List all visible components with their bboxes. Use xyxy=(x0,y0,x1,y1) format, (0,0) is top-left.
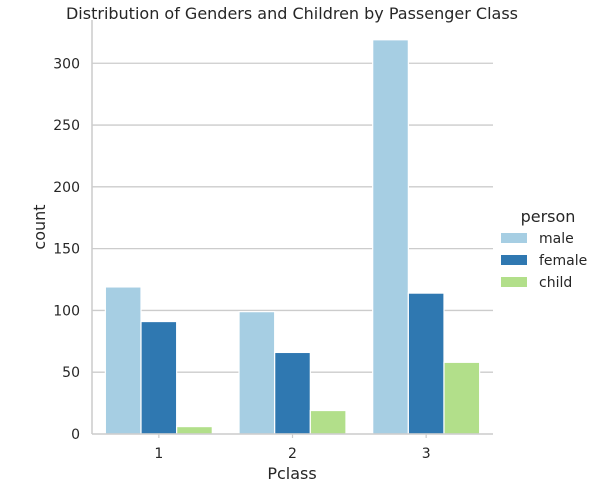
bar-female-class-1 xyxy=(140,320,178,435)
bar-male-class-3 xyxy=(372,39,409,435)
y-tick-label: 100 xyxy=(53,303,80,319)
y-tick-labels: 0 50 100 150 200 250 300 xyxy=(53,56,80,443)
bar-male-class-1 xyxy=(104,286,142,435)
y-tick-label: 150 xyxy=(53,242,80,258)
bar-female-class-2 xyxy=(274,351,311,435)
chart-title: Distribution of Genders and Children by … xyxy=(66,4,518,23)
y-tick-label: 250 xyxy=(53,118,80,134)
y-tick-label: 200 xyxy=(53,180,80,196)
bar-child-class-1 xyxy=(176,425,213,435)
bar-male-class-2 xyxy=(238,311,276,435)
x-tick-label: 3 xyxy=(422,446,431,462)
legend-swatch-male xyxy=(501,233,527,243)
bar-child-class-3 xyxy=(443,361,481,435)
x-tick-label: 2 xyxy=(288,446,297,462)
legend-swatch-female xyxy=(501,255,527,265)
y-tick-label: 300 xyxy=(53,56,80,72)
bar-female-class-3 xyxy=(407,292,445,435)
y-tick-label: 0 xyxy=(71,427,80,443)
bar-child-class-2 xyxy=(309,409,347,435)
x-tick-label: 1 xyxy=(154,446,163,462)
legend-title: person xyxy=(521,207,576,226)
legend-label-child: child xyxy=(539,275,572,291)
legend: person male female child xyxy=(501,207,587,291)
legend-label-male: male xyxy=(539,231,574,247)
legend-label-female: female xyxy=(539,253,587,269)
y-axis-label: count xyxy=(30,204,49,249)
legend-swatch-child xyxy=(501,277,527,287)
bars xyxy=(104,39,481,435)
y-tick-label: 50 xyxy=(62,365,80,381)
x-axis-label: Pclass xyxy=(267,464,316,483)
x-tick-labels: 1 2 3 xyxy=(154,434,431,462)
